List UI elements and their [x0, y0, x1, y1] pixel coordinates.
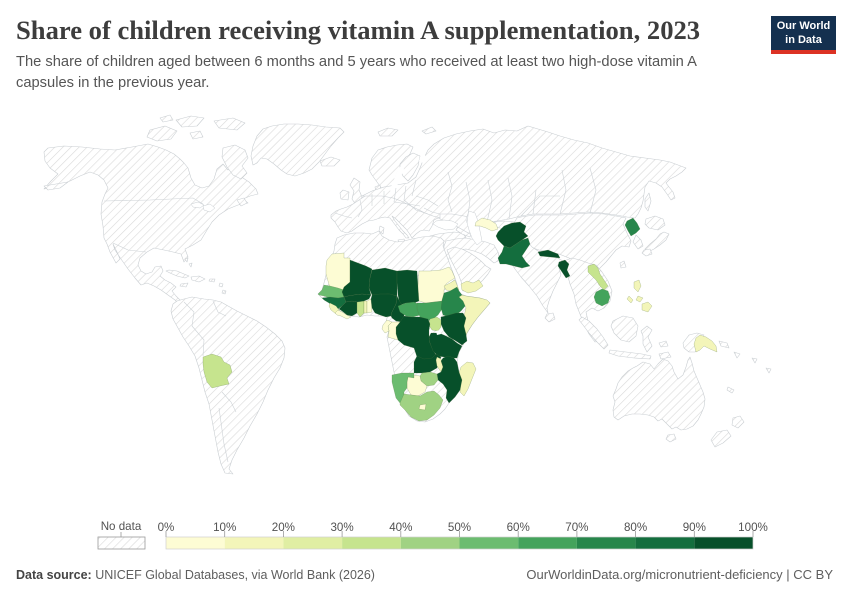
svg-text:50%: 50%: [448, 521, 471, 534]
svg-text:40%: 40%: [389, 521, 412, 534]
svg-text:100%: 100%: [738, 521, 768, 534]
svg-text:20%: 20%: [272, 521, 295, 534]
svg-text:30%: 30%: [330, 521, 353, 534]
svg-text:No data: No data: [101, 520, 142, 533]
svg-text:0%: 0%: [158, 521, 175, 534]
svg-text:60%: 60%: [507, 521, 530, 534]
svg-text:80%: 80%: [624, 521, 647, 534]
svg-text:70%: 70%: [565, 521, 588, 534]
svg-text:90%: 90%: [683, 521, 706, 534]
svg-text:10%: 10%: [213, 521, 236, 534]
